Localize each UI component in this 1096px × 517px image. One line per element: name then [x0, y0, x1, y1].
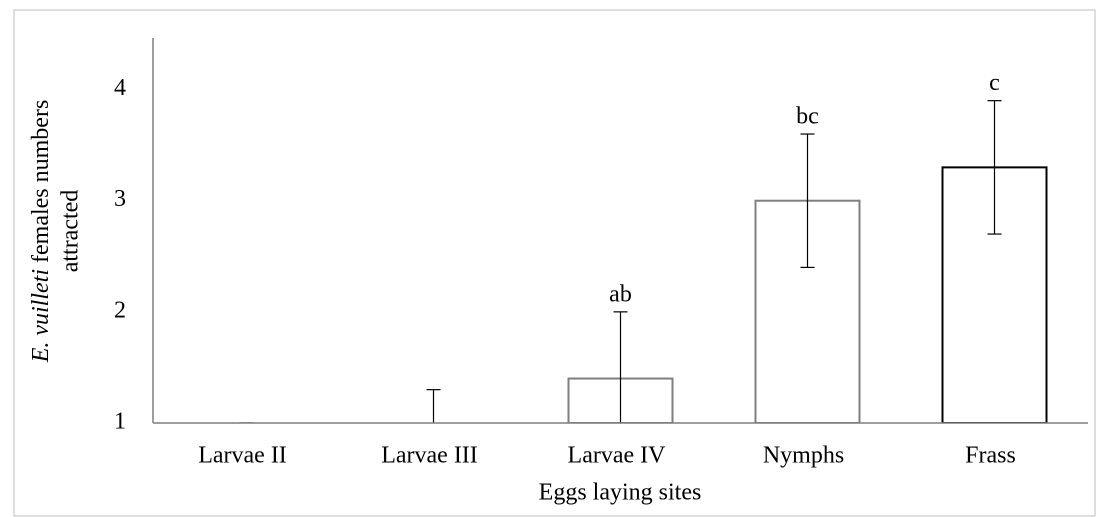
y-tick-label: 3: [114, 186, 126, 212]
y-axis-label-species: E. vuilleti: [28, 269, 54, 363]
plot-area: [239, 100, 1048, 423]
significance-letter: ab: [609, 281, 632, 307]
y-axis-label-line2: attracted: [58, 190, 84, 273]
y-axis-label-text: females numbers: [28, 100, 54, 263]
x-tick-label: Nymphs: [763, 443, 844, 469]
significance-letter: bc: [796, 104, 819, 130]
x-tick-label: Larvae II: [198, 443, 287, 469]
y-tick-label: 4: [114, 75, 126, 101]
x-tick-label: Frass: [965, 443, 1016, 469]
x-tick-label: Larvae IV: [568, 443, 667, 469]
y-axis-label: E. vuilleti females numbers: [28, 100, 54, 364]
x-tick-label: Larvae III: [381, 443, 478, 469]
y-tick-label: 1: [114, 409, 126, 435]
significance-letter: c: [989, 70, 1000, 96]
chart-frame: [13, 9, 1096, 517]
y-tick-label: 2: [114, 297, 126, 323]
x-axis-label: Eggs laying sites: [539, 480, 702, 506]
